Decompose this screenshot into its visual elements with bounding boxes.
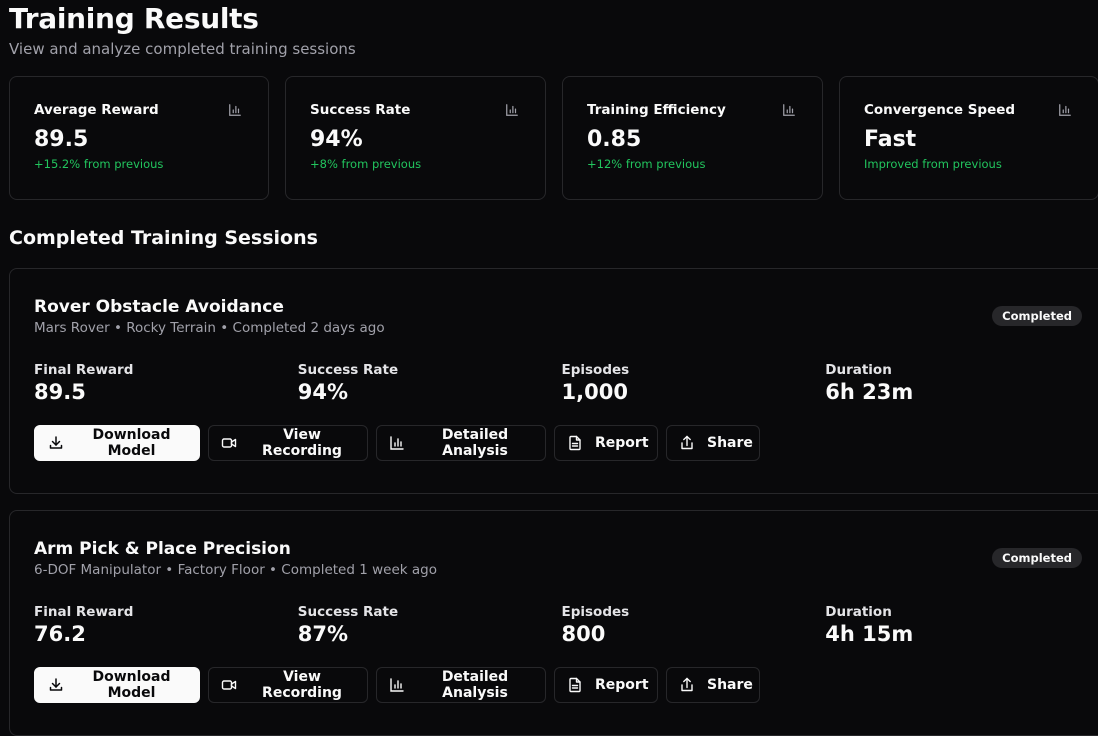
video-icon xyxy=(221,680,237,690)
button-label: Report xyxy=(595,677,649,693)
metric-final-reward: Final Reward 89.5 xyxy=(34,362,298,405)
stat-label: Training Efficiency xyxy=(587,102,726,118)
stat-label: Convergence Speed xyxy=(864,102,1016,118)
metric-success-rate: Success Rate 87% xyxy=(298,604,562,647)
metric-final-reward: Final Reward 76.2 xyxy=(34,604,298,647)
stat-delta: +8% from previous xyxy=(310,157,422,171)
button-label: Download Model xyxy=(92,427,171,459)
session-meta: 6-DOF Manipulator • Factory Floor • Comp… xyxy=(34,562,437,578)
bar-chart-icon xyxy=(390,678,404,692)
button-label: Detailed Analysis xyxy=(441,427,509,459)
section-title: Completed Training Sessions xyxy=(9,227,318,249)
metric-value: 94% xyxy=(297,380,349,404)
session-actions: Download Model View Recording Detailed A… xyxy=(34,425,1089,461)
button-label: Download Model xyxy=(92,669,171,701)
metric-duration: Duration 6h 23m xyxy=(825,362,1089,405)
view-recording-button[interactable]: View Recording xyxy=(208,425,368,461)
file-text-icon xyxy=(569,677,581,693)
session-title: Arm Pick & Place Precision xyxy=(34,539,291,559)
metric-label: Duration xyxy=(825,362,892,378)
stat-delta: +15.2% from previous xyxy=(34,157,164,171)
session-metrics: Final Reward 76.2 Success Rate 87% Episo… xyxy=(34,604,1089,647)
video-icon xyxy=(221,438,237,448)
stat-card-convergence-speed: Convergence Speed Fast Improved from pre… xyxy=(839,76,1098,200)
status-badge: Completed xyxy=(992,548,1082,568)
bar-chart-icon xyxy=(1059,104,1071,116)
stat-value: 0.85 xyxy=(587,127,642,152)
stat-value: 89.5 xyxy=(34,127,89,152)
download-icon xyxy=(49,678,63,691)
bar-chart-icon xyxy=(783,104,795,116)
download-model-button[interactable]: Download Model xyxy=(34,425,200,461)
share-icon xyxy=(681,435,693,450)
download-icon xyxy=(49,436,63,449)
page-title: Training Results xyxy=(9,2,259,35)
button-label: View Recording xyxy=(262,669,342,701)
stats-row: Average Reward 89.5 +15.2% from previous… xyxy=(9,76,1098,200)
metric-value: 6h 23m xyxy=(825,380,914,404)
session-title: Rover Obstacle Avoidance xyxy=(34,297,284,317)
stat-label: Average Reward xyxy=(34,102,159,118)
session-meta: Mars Rover • Rocky Terrain • Completed 2… xyxy=(34,320,385,336)
button-label: View Recording xyxy=(262,427,342,459)
stat-value: 94% xyxy=(310,127,363,152)
metric-label: Episodes xyxy=(561,604,630,620)
session-card: Arm Pick & Place Precision 6-DOF Manipul… xyxy=(9,510,1098,736)
stat-label: Success Rate xyxy=(310,102,411,118)
page-subtitle: View and analyze completed training sess… xyxy=(9,40,356,58)
stat-delta: +12% from previous xyxy=(587,157,706,171)
report-button[interactable]: Report xyxy=(554,667,658,703)
stat-card-success-rate: Success Rate 94% +8% from previous xyxy=(285,76,546,200)
detailed-analysis-button[interactable]: Detailed Analysis xyxy=(376,667,546,703)
metric-value: 87% xyxy=(297,622,349,646)
metric-duration: Duration 4h 15m xyxy=(825,604,1089,647)
stat-card-training-efficiency: Training Efficiency 0.85 +12% from previ… xyxy=(562,76,823,200)
button-label: Detailed Analysis xyxy=(441,669,509,701)
report-button[interactable]: Report xyxy=(554,425,658,461)
session-metrics: Final Reward 89.5 Success Rate 94% Episo… xyxy=(34,362,1089,405)
detailed-analysis-button[interactable]: Detailed Analysis xyxy=(376,425,546,461)
session-card: Rover Obstacle Avoidance Mars Rover • Ro… xyxy=(9,268,1098,494)
metric-label: Final Reward xyxy=(34,362,134,378)
view-recording-button[interactable]: View Recording xyxy=(208,667,368,703)
metric-value: 89.5 xyxy=(34,380,86,404)
metric-episodes: Episodes 800 xyxy=(562,604,826,647)
share-button[interactable]: Share xyxy=(666,425,760,461)
stat-value: Fast xyxy=(864,127,917,152)
button-label: Report xyxy=(595,435,649,451)
metric-label: Success Rate xyxy=(297,604,399,620)
metric-label: Episodes xyxy=(561,362,630,378)
share-button[interactable]: Share xyxy=(666,667,760,703)
metric-episodes: Episodes 1,000 xyxy=(562,362,826,405)
button-label: Share xyxy=(707,677,753,693)
share-icon xyxy=(681,677,693,692)
download-model-button[interactable]: Download Model xyxy=(34,667,200,703)
metric-value: 800 xyxy=(561,622,606,646)
metric-label: Duration xyxy=(825,604,892,620)
button-label: Share xyxy=(707,435,753,451)
bar-chart-icon xyxy=(506,104,518,116)
metric-value: 4h 15m xyxy=(825,622,914,646)
stat-card-average-reward: Average Reward 89.5 +15.2% from previous xyxy=(9,76,269,200)
metric-value: 76.2 xyxy=(34,622,86,646)
stat-delta: Improved from previous xyxy=(864,157,1002,171)
metric-label: Success Rate xyxy=(297,362,399,378)
bar-chart-icon xyxy=(390,436,404,450)
session-actions: Download Model View Recording Detailed A… xyxy=(34,667,1089,703)
metric-label: Final Reward xyxy=(34,604,134,620)
metric-value: 1,000 xyxy=(561,380,628,404)
file-text-icon xyxy=(569,435,581,451)
status-badge: Completed xyxy=(992,306,1082,326)
metric-success-rate: Success Rate 94% xyxy=(298,362,562,405)
bar-chart-icon xyxy=(229,104,241,116)
